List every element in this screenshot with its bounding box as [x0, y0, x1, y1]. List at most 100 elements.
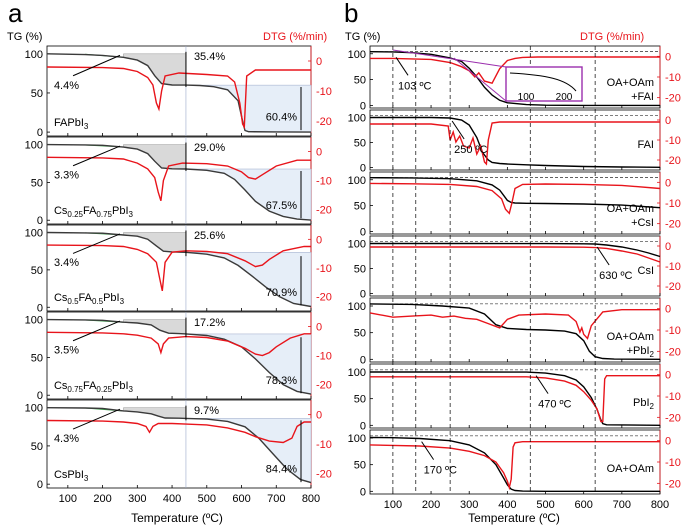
dtg-curve: [46, 419, 311, 444]
tg-curve: [370, 116, 661, 168]
dtg-tick-label: -10: [665, 72, 681, 84]
tg-tick-label: 50: [354, 201, 366, 213]
loss-arrow-1: [72, 54, 121, 77]
dtg-tick-label: 0: [665, 177, 671, 189]
tg-tick-label: 0: [37, 215, 43, 227]
tg-tick-label: 100: [348, 175, 366, 187]
dtg-tick-label: -20: [316, 292, 332, 304]
dtg-tick-label: -10: [665, 198, 681, 210]
sample-label: OA+OAm +CsI: [607, 203, 654, 229]
tg-tick-label: 0: [360, 420, 366, 432]
label-subscript: 3: [84, 474, 89, 483]
dtg-curve: [46, 66, 311, 130]
panel-a-dtg-label: DTG (%/min): [263, 31, 327, 43]
x-tick-label: 600: [232, 493, 250, 505]
tg-curve: [46, 407, 312, 484]
loss-label-1: 3.4%: [54, 257, 79, 269]
dtg-curve: [369, 441, 660, 491]
tg-tick-label: 50: [31, 441, 43, 453]
label-text: FA: [83, 380, 97, 392]
dtg-tick-label: -10: [665, 391, 681, 403]
onset-label: 170 ºC: [424, 465, 457, 477]
x-tick-label: 100: [384, 499, 402, 511]
panel-a-plots: 1005000-10-2035.4%60.4%4.4%FAPbI31005000…: [25, 45, 332, 491]
plot-frame: [369, 363, 661, 429]
subplot-b-6: 100 50 0 0 -10 -20 OA+OAm 170 ºC: [348, 429, 681, 498]
label-subscript: 0.75: [67, 385, 83, 394]
loss-label-2: 9.7%: [194, 405, 219, 417]
label-text: PbI: [112, 205, 129, 217]
tg-tick-label: 0: [37, 127, 43, 139]
tg-tick-label: 100: [348, 367, 366, 379]
tg-tick-label: 100: [25, 315, 43, 327]
panel-b-xlabel: Temperature (ºC): [468, 511, 560, 525]
sample-label: Cs0.75FA0.25PbI3: [54, 380, 134, 394]
label-line: +PbI: [627, 345, 650, 357]
sample-label: OA+OAm +FAI: [607, 77, 654, 103]
tg-tick-label: 0: [37, 390, 43, 402]
loss-label-1: 4.4%: [54, 80, 79, 92]
x-tick-label: 500: [198, 493, 216, 505]
tg-tick-label: 0: [360, 226, 366, 238]
dtg-tick-label: -20: [316, 205, 332, 217]
loss-arrow-1: [72, 145, 121, 167]
label-subscript: 3: [84, 122, 89, 131]
loss-region-3: [185, 84, 312, 133]
tg-tick-label: 50: [354, 75, 366, 87]
dtg-tick-label: 0: [316, 410, 322, 422]
loss-arrow-1: [72, 408, 121, 430]
dtg-curve: [46, 156, 311, 202]
x-tick-label: 700: [267, 493, 285, 505]
dtg-curve: [46, 331, 311, 357]
tg-curve: [46, 318, 312, 395]
plot-frame: [369, 235, 661, 297]
dtg-tick-label: -20: [665, 281, 681, 293]
tg-curve: [369, 177, 661, 209]
dtg-tick-label: 0: [316, 234, 322, 246]
onset-label: 250 ºC: [454, 144, 487, 156]
dtg-tick-label: -20: [665, 93, 681, 105]
inset-frame: [505, 66, 583, 102]
tg-curve: [370, 371, 661, 426]
loss-label-3: 78.3%: [266, 375, 297, 387]
loss-label-2: 17.2%: [194, 317, 225, 329]
tg-tick-label: 0: [360, 100, 366, 112]
panel-a-x-ticks: 100 200 300 400 500 600 700 800: [59, 493, 321, 505]
panel-b-plots: 100 50 0 0 -10 -20 OA+OAm +FAI 103 ºC 100 50 0 0 -10 -…: [348, 45, 681, 498]
x-tick-label: 100: [59, 493, 77, 505]
sample-label: PbI2: [633, 397, 655, 411]
inset-tick-label: 100: [518, 92, 535, 103]
x-tick-label: 500: [536, 499, 554, 511]
onset-label: 470 ºC: [538, 399, 571, 411]
dtg-tick-label: -10: [316, 263, 332, 275]
x-tick-label: 200: [422, 499, 440, 511]
tg-tick-label: 0: [37, 479, 43, 491]
panel-b-label: b: [344, 0, 358, 28]
dtg-tick-label: 0: [316, 322, 322, 334]
tg-tick-label: 50: [354, 138, 366, 150]
x-tick-label: 300: [460, 499, 478, 511]
subplot-b-5: 100 50 0 0 -10 -20 PbI2 470 ºC: [348, 363, 681, 432]
tg-tick-label: 50: [354, 394, 366, 406]
sample-label: FAI: [637, 139, 654, 151]
x-tick-label: 600: [575, 499, 593, 511]
dtg-curve: [369, 182, 661, 215]
onset-label: 103 ºC: [398, 80, 431, 92]
onset-arrow: [421, 441, 435, 460]
loss-label-1: 3.3%: [54, 170, 79, 182]
x-tick-label: 800: [302, 493, 320, 505]
panel-b-x-ticks: 100 200 300 400 500 600 700 800: [384, 499, 669, 511]
panel-a-xlabel: Temperature (ºC): [131, 511, 223, 525]
inset-curve: [509, 72, 577, 92]
dtg-tick-label: -10: [316, 86, 332, 98]
loss-label-2: 29.0%: [194, 142, 225, 154]
tg-tick-label: 50: [354, 460, 366, 472]
dtg-tick-label: -10: [665, 261, 681, 273]
tg-tick-label: 100: [348, 239, 366, 251]
label-text: PbI: [103, 292, 120, 304]
tg-tick-label: 100: [25, 140, 43, 152]
label-subscript: 0.5: [67, 297, 79, 306]
tg-tick-label: 50: [31, 177, 43, 189]
label-text: Cs: [54, 292, 68, 304]
